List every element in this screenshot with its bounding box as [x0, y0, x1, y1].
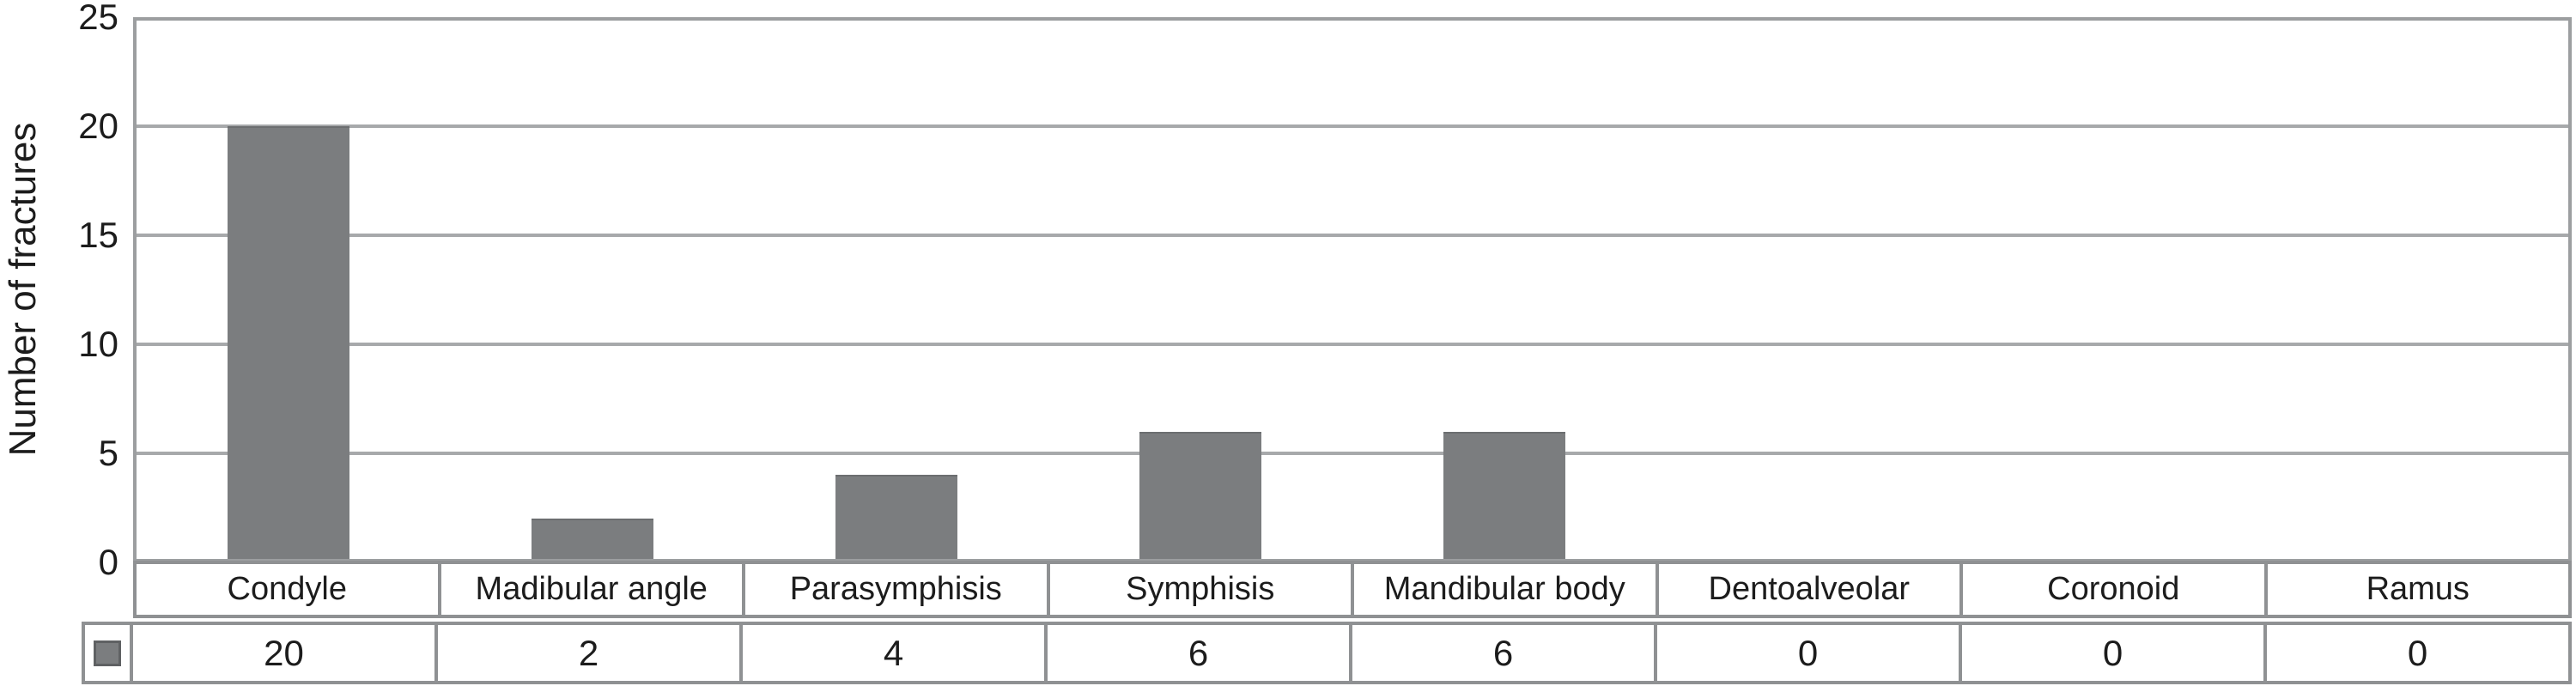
category-cell-mandibular-body: Mandibular body — [1354, 561, 1659, 618]
bar-madibular-angle — [532, 519, 653, 559]
y-axis-title: Number of fractures — [2, 122, 44, 457]
gridline-y-15 — [137, 234, 2568, 237]
value-cell-mandibular-body: 6 — [1352, 622, 1657, 684]
value-row: 20 2 4 6 6 0 0 0 — [82, 622, 2572, 684]
bar-parasymphisis — [835, 475, 957, 559]
gridline-y-20 — [137, 124, 2568, 128]
category-cell-parasymphisis: Parasymphisis — [745, 561, 1050, 618]
category-cell-condyle: Condyle — [133, 561, 441, 618]
category-cell-symphisis: Symphisis — [1049, 561, 1354, 618]
gridline-y-10 — [137, 343, 2568, 346]
value-cell-dentoalveolar: 0 — [1657, 622, 1962, 684]
category-cell-ramus: Ramus — [2267, 561, 2572, 618]
series-swatch-icon — [94, 640, 121, 666]
category-cell-coronoid: Coronoid — [1963, 561, 2268, 618]
legend-cell — [82, 622, 133, 684]
value-cell-condyle: 20 — [133, 622, 438, 684]
y-tick-label-20: 20 — [78, 106, 118, 146]
value-cell-madibular-angle: 2 — [438, 622, 743, 684]
value-cell-ramus: 0 — [2267, 622, 2572, 684]
category-cell-madibular-angle: Madibular angle — [440, 561, 745, 618]
y-tick-label-25: 25 — [78, 0, 118, 37]
gridline-y-5 — [137, 452, 2568, 455]
y-tick-label-10: 10 — [78, 324, 118, 364]
category-header-row: Condyle Madibular angle Parasymphisis Symph… — [133, 561, 2572, 618]
value-cell-symphisis: 6 — [1048, 622, 1352, 684]
bar-symphisis — [1139, 431, 1261, 559]
y-tick-label-0: 0 — [98, 542, 118, 582]
category-cell-dentoalveolar: Dentoalveolar — [1658, 561, 1963, 618]
plot-area — [133, 17, 2572, 562]
y-tick-label-5: 5 — [98, 433, 118, 473]
bar-mandibular-body — [1443, 431, 1565, 559]
y-tick-label-15: 15 — [78, 215, 118, 255]
value-cell-coronoid: 0 — [1962, 622, 2267, 684]
value-cell-parasymphisis: 4 — [743, 622, 1048, 684]
bar-condyle — [228, 126, 349, 559]
